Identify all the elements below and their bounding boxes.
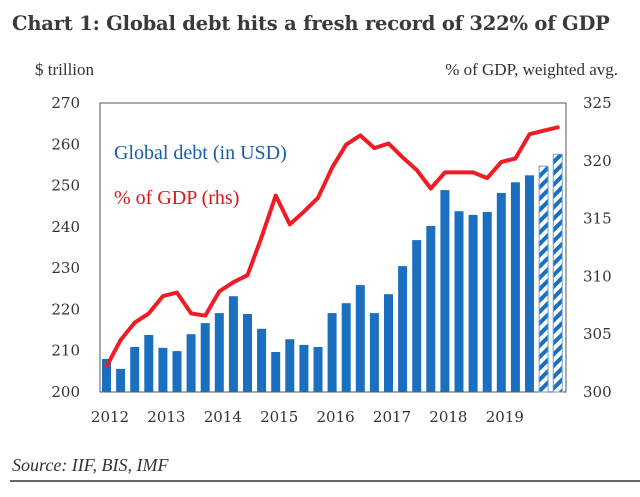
bar xyxy=(228,296,238,392)
bar xyxy=(130,347,140,392)
bar xyxy=(468,214,478,392)
bar xyxy=(313,347,323,392)
bar xyxy=(186,334,196,392)
bar xyxy=(271,352,281,392)
bottom-rule xyxy=(10,480,640,482)
bar xyxy=(299,344,309,392)
x-axis-tick-label: 2017 xyxy=(373,408,411,426)
left-axis-tick-label: 240 xyxy=(51,218,80,236)
x-axis-tick-label: 2016 xyxy=(317,408,355,426)
right-axis-tick-label: 310 xyxy=(583,267,612,285)
x-axis-tick-label: 2014 xyxy=(204,408,242,426)
legend-bar-label: Global debt (in USD) xyxy=(114,142,287,164)
bar xyxy=(369,313,379,392)
left-axis-tick-label: 260 xyxy=(51,135,80,153)
x-axis-tick-label: 2013 xyxy=(147,408,185,426)
right-axis-tick-label: 305 xyxy=(583,325,612,343)
bar-series xyxy=(102,153,563,393)
bar-estimate xyxy=(538,165,549,393)
bar xyxy=(243,314,252,392)
bar xyxy=(412,240,422,392)
right-axis-tick-label: 320 xyxy=(583,152,612,170)
left-axis-title: $ trillion xyxy=(35,60,95,79)
source-note: Source: IIF, BIS, IMF xyxy=(12,455,169,475)
left-axis-tick-label: 200 xyxy=(51,383,80,401)
bar xyxy=(257,328,267,392)
bar xyxy=(285,339,295,392)
x-axis-tick-label: 2012 xyxy=(91,408,129,426)
chart-title: Chart 1: Global debt hits a fresh record… xyxy=(12,12,610,35)
gdp-ratio-line xyxy=(104,125,560,369)
bar xyxy=(398,266,408,392)
legend-line-label: % of GDP (rhs) xyxy=(114,187,239,209)
right-axis-tick-label: 300 xyxy=(583,383,612,401)
bar xyxy=(384,294,393,392)
right-axis-tick-label: 325 xyxy=(583,94,612,112)
bar xyxy=(327,313,337,392)
bar xyxy=(426,226,436,392)
bar xyxy=(172,351,182,392)
bar xyxy=(158,347,168,392)
bar-estimate xyxy=(552,153,563,393)
bar xyxy=(355,285,365,392)
bar xyxy=(510,182,520,392)
x-axis-tick-label: 2019 xyxy=(486,408,524,426)
left-axis-tick-label: 220 xyxy=(51,300,80,318)
right-axis-tick-label: 315 xyxy=(583,210,612,228)
bar xyxy=(440,190,450,392)
left-axis-tick-label: 270 xyxy=(51,94,80,112)
left-axis-ticks: 200 210 220 230 240 250 260 270 xyxy=(51,94,80,401)
left-axis-tick-label: 250 xyxy=(51,177,80,195)
x-axis-ticks: 2012 2013 2014 2015 2016 2017 2018 2019 xyxy=(91,408,524,426)
right-axis-title: % of GDP, weighted avg. xyxy=(445,60,618,79)
right-axis-ticks: 300 305 310 315 320 325 xyxy=(583,94,612,401)
bar xyxy=(102,359,111,392)
bar xyxy=(116,368,126,392)
bar xyxy=(525,175,534,393)
bar xyxy=(144,335,154,392)
bar xyxy=(341,303,351,392)
bar xyxy=(214,313,224,392)
bar xyxy=(482,212,492,392)
bar xyxy=(454,211,464,392)
x-axis-tick-label: 2015 xyxy=(260,408,298,426)
left-axis-tick-label: 210 xyxy=(51,342,80,360)
bar xyxy=(496,193,506,392)
bar xyxy=(200,323,210,392)
left-axis-tick-label: 230 xyxy=(51,259,80,277)
x-axis-tick-label: 2018 xyxy=(429,408,467,426)
